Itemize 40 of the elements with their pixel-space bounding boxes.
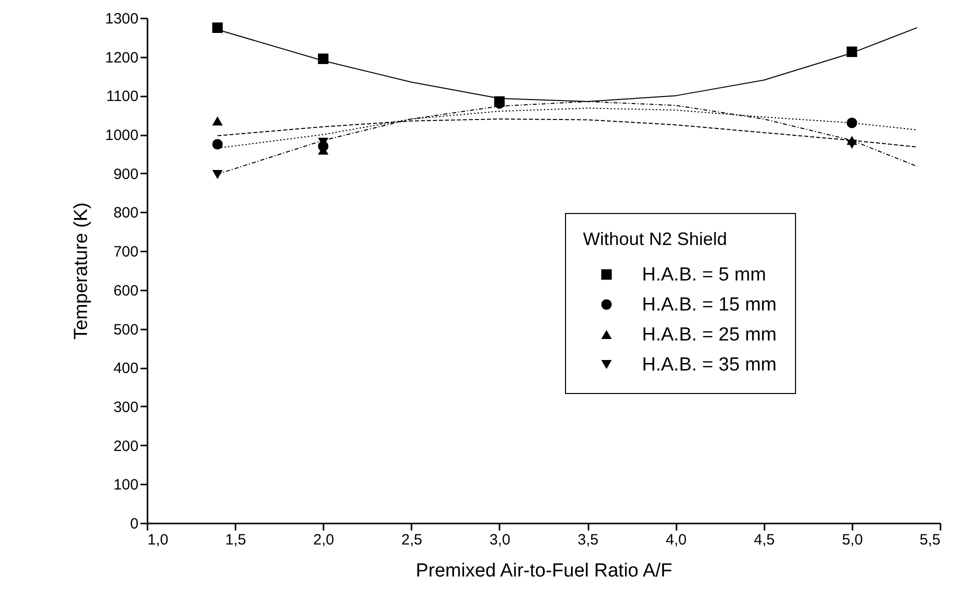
point — [846, 136, 858, 145]
point — [318, 54, 328, 64]
y-tick-label: 700 — [113, 244, 138, 261]
x-tick-label: 2,0 — [313, 532, 334, 548]
legend-title: Without N2 Shield — [583, 229, 728, 249]
point — [846, 46, 858, 58]
point — [212, 170, 223, 180]
x-tick-label: 3,0 — [490, 532, 510, 548]
legend-label: H.A.B. = 5 mm — [642, 264, 766, 286]
x-tick-label: 5,0 — [842, 532, 863, 548]
x-tick-label: 1,0 — [148, 532, 168, 548]
x-tick-label: 3,5 — [578, 532, 598, 548]
x-axis-title: Premixed Air-to-Fuel Ratio A/F — [416, 560, 672, 582]
y-tick-label: 300 — [113, 398, 138, 416]
point — [212, 116, 223, 126]
y-tick-label: 200 — [113, 438, 138, 455]
x-tick-label: 2,5 — [401, 532, 422, 548]
point — [318, 140, 328, 152]
x-tick-label: 4,5 — [754, 532, 775, 548]
y-tick-label: 0 — [130, 516, 138, 532]
y-tick-label: 900 — [113, 166, 138, 183]
y-tick-label: 1300 — [105, 10, 138, 28]
x-tick-label: 4,0 — [666, 532, 687, 548]
y-tick-label: 500 — [113, 321, 138, 338]
legend-label: H.A.B. = 15 mm — [642, 294, 777, 316]
y-tick-label: 800 — [113, 204, 138, 222]
point — [212, 139, 223, 150]
point — [846, 118, 858, 128]
y-axis-title: Temperature (K) — [71, 202, 92, 340]
y-tick-label: 400 — [113, 360, 138, 378]
y-tick-label: 1000 — [105, 127, 138, 144]
y-tick-label: 100 — [113, 476, 138, 494]
x-tick-label: 5,5 — [920, 532, 940, 548]
x-tick-label: 1,5 — [225, 532, 246, 548]
legend-label: H.A.B. = 25 mm — [642, 324, 777, 346]
y-tick-label: 600 — [113, 282, 138, 300]
y-tick-label: 1200 — [105, 49, 138, 66]
legend-label: H.A.B. = 35 mm — [642, 354, 777, 376]
point — [212, 22, 223, 33]
y-tick-label: 1100 — [106, 88, 138, 106]
